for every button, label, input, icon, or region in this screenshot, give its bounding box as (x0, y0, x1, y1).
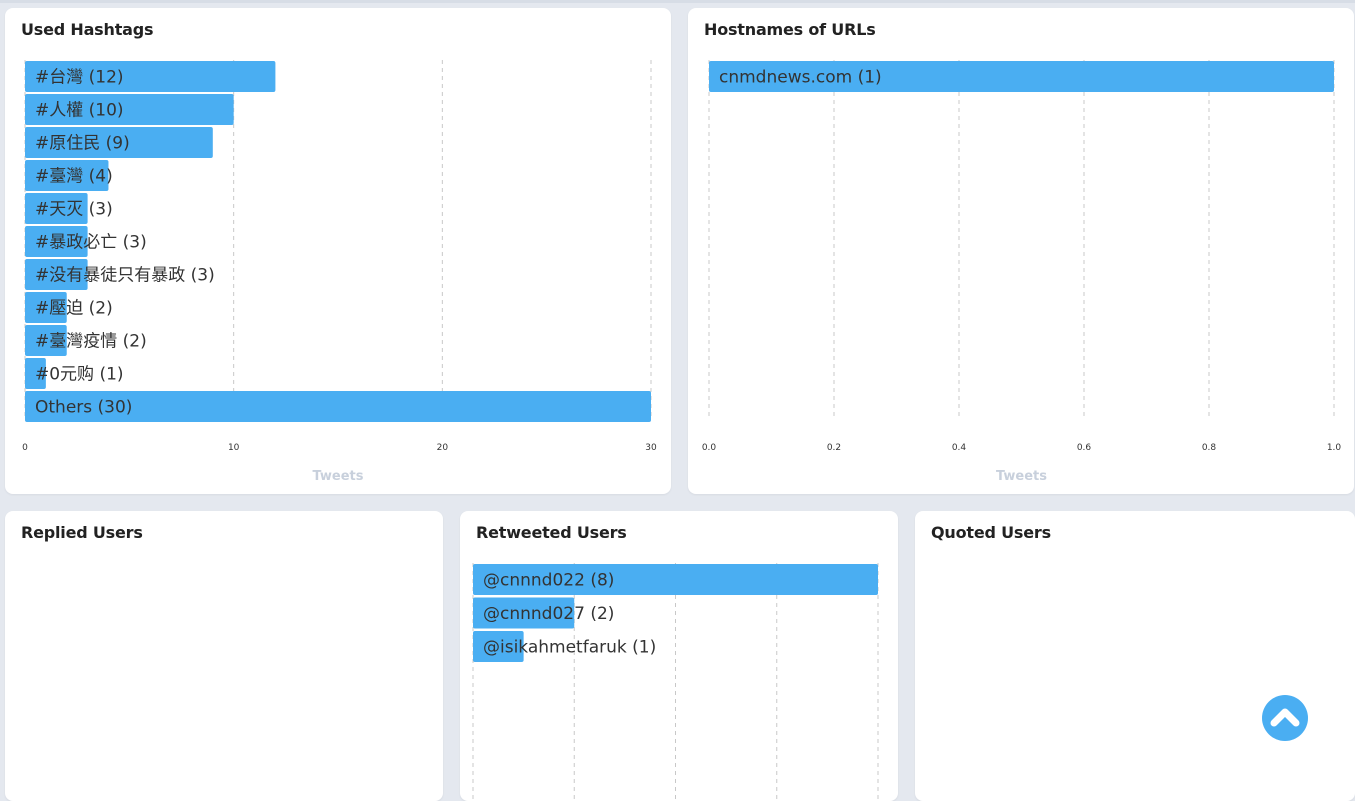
hostnames-axis-label: Tweets (996, 469, 1047, 484)
hashtags-bar[interactable] (25, 292, 67, 323)
hashtags-axis-label: Tweets (312, 469, 363, 484)
retweeted-bar[interactable] (473, 597, 575, 629)
hostnames-tick-label: 0.6 (1077, 443, 1092, 453)
hashtags-bar-label: #原住民 (9) (35, 134, 130, 154)
hashtags-bar-label: #壓迫 (2) (35, 299, 113, 319)
hashtags-bar[interactable] (25, 61, 276, 92)
retweeted-bar-label: @isikahmetfaruk (1) (483, 638, 656, 658)
hashtags-bar[interactable] (25, 325, 67, 356)
retweeted-bar-label: @cnnnd022 (8) (483, 571, 614, 591)
hashtags-bar-label: Others (30) (35, 398, 132, 418)
replied-users-card: Replied Users (5, 511, 443, 801)
hashtags-bar-label: #人權 (10) (35, 101, 124, 121)
retweeted-users-chart: @cnnnd022 (8) @cnnnd027 (2) @isikahmetfaru… (472, 563, 879, 801)
hashtags-bar-label: #0元购 (1) (35, 365, 124, 385)
hashtags-bar-label: #暴政必亡 (3) (35, 233, 147, 253)
retweeted-users-card: Retweeted Users @cnnnd022 (8) @cnnnd027 (… (460, 511, 898, 801)
hashtags-bar[interactable] (25, 358, 46, 389)
hashtags-chart: #台灣 (12) #人權 (10) #原住民 (9) #臺灣 (4) #天灭 (3) #暴… (22, 60, 657, 484)
quoted-users-title: Quoted Users (931, 523, 1051, 542)
hostnames-tick-label: 0.8 (1202, 443, 1217, 453)
retweeted-bar-label: @cnnnd027 (2) (483, 604, 614, 624)
hostnames-tick-label: 0.4 (952, 443, 967, 453)
hashtags-tick-label: 10 (228, 443, 240, 453)
hostnames-card: Hostnames of URLs cnmdnews.com (1) 0.0 0.2… (688, 8, 1354, 494)
hashtags-tick-label: 20 (437, 443, 449, 453)
hashtags-card: Used Hashtags #台灣 (12) #人權 (10) #原住民 (9) #臺… (5, 8, 671, 494)
hashtags-bar-label: #天灭 (3) (35, 200, 113, 220)
hostnames-tick-label: 1.0 (1327, 443, 1342, 453)
hashtags-tick-label: 0 (22, 443, 28, 453)
hostnames-chart: cnmdnews.com (1) 0.0 0.2 0.4 0.6 0.8 1.0 Tweets (702, 60, 1342, 484)
hashtags-bar[interactable] (25, 226, 88, 257)
hashtags-bar[interactable] (25, 259, 88, 290)
hashtags-bar[interactable] (25, 160, 109, 191)
hostnames-title: Hostnames of URLs (704, 20, 876, 39)
hostnames-bar[interactable] (709, 61, 1334, 92)
top-strip (0, 0, 1355, 3)
replied-users-title: Replied Users (21, 523, 143, 542)
retweeted-users-title: Retweeted Users (476, 523, 627, 542)
hashtags-bar-label: #没有暴徒只有暴政 (3) (35, 266, 215, 286)
hashtags-tick-label: 30 (645, 443, 657, 453)
quoted-users-card: Quoted Users (915, 511, 1355, 801)
retweeted-bar[interactable] (473, 564, 878, 595)
hashtags-bar[interactable] (25, 193, 88, 224)
hashtags-bar[interactable] (25, 391, 651, 422)
hashtags-bar[interactable] (25, 127, 213, 158)
hostnames-tick-label: 0.0 (702, 443, 717, 453)
hashtags-bar[interactable] (25, 94, 234, 125)
hostnames-tick-label: 0.2 (827, 443, 841, 453)
retweeted-bar[interactable] (473, 631, 524, 662)
hashtags-bar-label: #台灣 (12) (35, 68, 124, 88)
hashtags-title: Used Hashtags (21, 20, 154, 39)
hostnames-bar-label: cnmdnews.com (1) (719, 68, 882, 88)
chevron-up-icon (1270, 708, 1300, 727)
scroll-to-top-button[interactable] (1262, 695, 1308, 741)
hashtags-bar-label: #臺灣 (4) (35, 167, 113, 187)
hashtags-bar-label: #臺灣疫情 (2) (35, 332, 147, 352)
